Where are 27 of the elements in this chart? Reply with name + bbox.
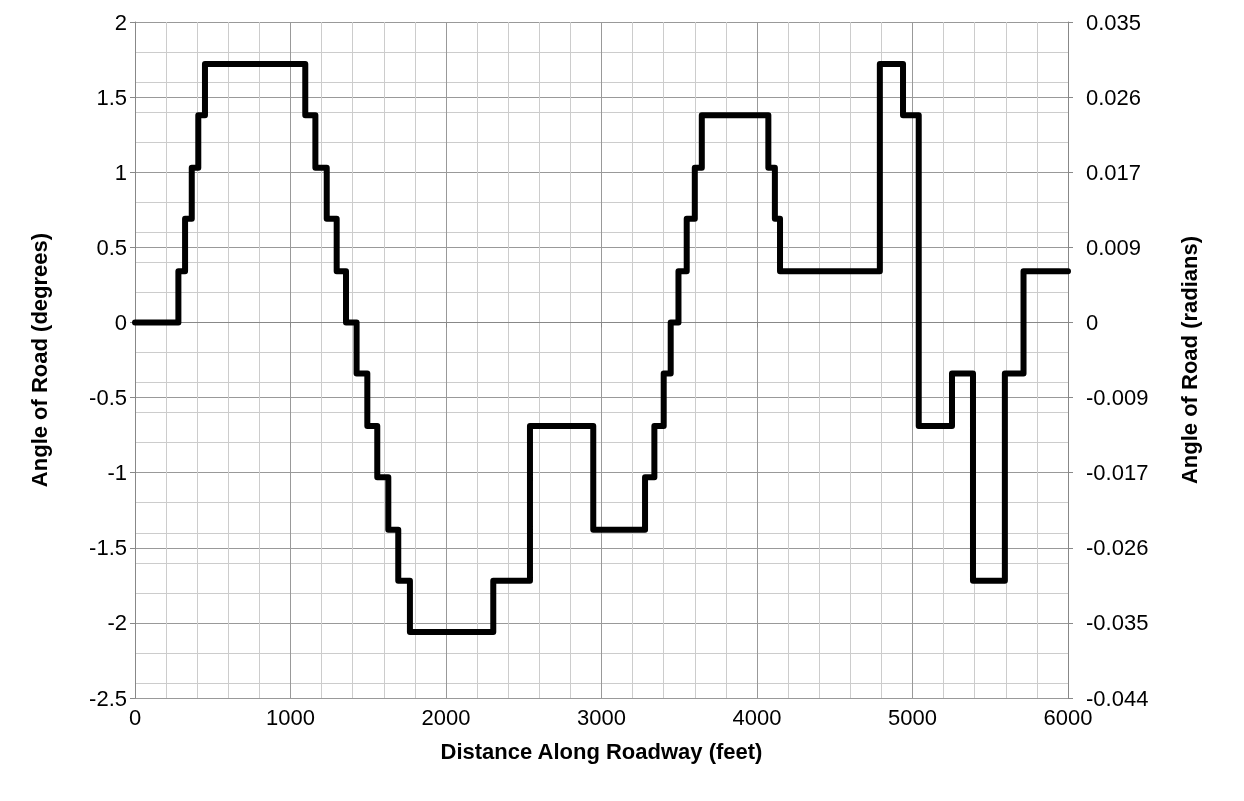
x-tick-label: 3000 [577,704,626,730]
x-tick-label: 4000 [732,704,782,730]
y-tick-label: 0.5 [96,234,127,260]
y2-tick-label: 0.035 [1086,9,1142,35]
y-tick-label: -1 [107,460,127,486]
y-tick-label: 2 [114,9,127,35]
y-tick-label: -2 [107,610,127,636]
y2-tick-label: -0.009 [1086,385,1149,411]
y-tick-label: -1.5 [89,535,127,561]
y2-tick-label: -0.026 [1086,535,1149,561]
y2-tick-label: 0.017 [1086,159,1142,185]
y2-tick-label: -0.017 [1086,460,1149,486]
y2-tick-label: 0.009 [1086,234,1142,260]
x-tick-label: 5000 [888,704,937,730]
y2-tick-label: 0.026 [1086,84,1142,110]
y-tick-label: -0.5 [89,385,127,411]
x-axis-title: Distance Along Roadway (feet) [440,738,763,764]
y2-tick-label: 0 [1086,309,1099,335]
y-tick-label: -2.5 [89,685,127,711]
x-tick-label: 1000 [266,704,315,730]
y-axis-title: Angle of Road (degrees) [26,232,52,488]
x-tick-label: 2000 [421,704,471,730]
y2-axis-title: Angle of Road (radians) [1176,235,1202,485]
y2-tick-label: -0.035 [1086,610,1149,636]
y-tick-label: 1.5 [96,84,127,110]
y-tick-label: 1 [114,159,127,185]
y-tick-label: 0 [114,309,127,335]
